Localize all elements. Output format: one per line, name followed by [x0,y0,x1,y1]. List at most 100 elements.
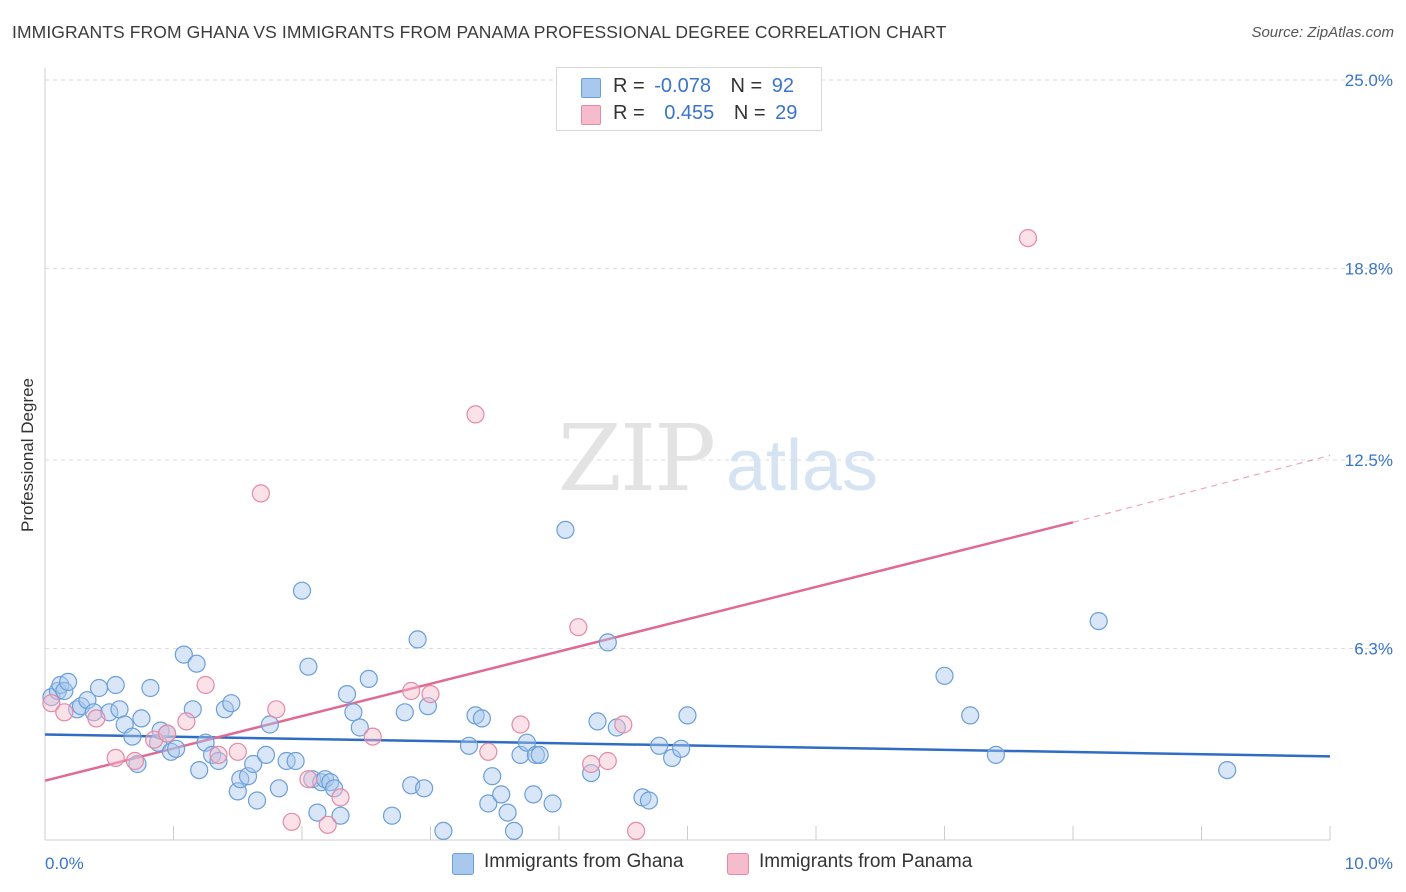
panama-point [228,742,247,761]
ghana-point [187,654,206,673]
panama-point [196,675,215,695]
ghana-point [106,675,125,695]
ghana-point [543,794,562,813]
bottom-legend-label-ghana: Immigrants from Ghana [484,851,684,872]
panama-point [363,727,382,746]
ghana-point [325,779,344,798]
legend-r-value: 0.455 [664,102,715,124]
panama-point [251,484,270,503]
axes [44,68,1331,841]
ghana-point [524,785,543,804]
ghana-point [292,581,312,600]
grid-lines [45,79,1392,649]
ghana-point [483,767,502,786]
y-tick-label: 25.0% [1345,71,1393,90]
ghana-point [479,794,498,813]
ghana-point [434,821,453,841]
source-credit: Source: ZipAtlas.com [1251,24,1394,41]
ghana-point [1218,760,1237,780]
ghana-point [498,803,517,822]
panama-point [331,788,350,807]
ghana-point [382,806,402,825]
panama-point [282,812,301,831]
ghana-point [517,733,537,752]
ghana-point [256,745,276,765]
y-tick-label: 6.3% [1354,639,1393,658]
ghana-point [337,684,357,704]
correlation-legend: R = -0.078 N = 92 R = 0.455 N = 29 [556,67,822,131]
ghana-point [247,791,267,810]
panama-point [106,748,125,768]
panama-point [466,405,485,424]
ghana-point [58,672,78,692]
chart-title: IMMIGRANTS FROM GHANA VS IMMIGRANTS FROM… [12,22,947,42]
ghana-point [359,669,378,689]
panama-point [581,754,601,774]
ghana-point [395,703,414,722]
panama-point [55,703,74,722]
ghana-point [415,779,434,798]
data-points [42,229,1237,841]
trend-lines [44,454,1331,782]
ghana-point [408,630,427,649]
ghana-point [222,694,241,713]
ghana-point [299,657,318,676]
ghana-point [556,520,575,540]
ghana-point [598,633,617,652]
panama-trend-extension [1072,454,1331,523]
panama-point [42,694,61,713]
watermark-zip: ZIP [558,405,714,512]
ghana-point [269,779,288,798]
ghana-point [650,736,669,755]
ghana-point [128,754,147,774]
panama-point [569,618,588,637]
panama-trend-line [44,521,1074,782]
panama-point [511,715,530,734]
ghana-point [588,712,607,731]
ghana-point [961,706,980,725]
ghana-point [331,806,350,825]
ghana-point [286,751,305,771]
ghana-point [526,745,546,765]
ghana-point [190,760,209,780]
ghana-point [55,681,74,701]
ghana-point [986,745,1006,765]
legend-n-label: N = [733,102,766,124]
panama-point [267,700,286,719]
y-tick-label: 12.5% [1345,451,1393,470]
legend-r-label: R = [613,75,645,97]
watermark: ZIP atlas [558,405,878,512]
ghana-point [167,739,186,758]
ghana-point [492,785,511,804]
ghana-point [504,821,524,841]
y-tick-labels: 6.3% 12.5% 18.8% 25.0% [1345,71,1393,658]
panama-point [87,709,106,728]
panama-point [614,715,633,734]
legend-r-value: -0.078 [654,75,711,97]
panama-point [318,815,337,834]
ghana-point [1089,611,1108,631]
ghana-trend-line [44,733,1331,758]
panama-point [598,751,617,771]
ghana-point [308,803,327,822]
panama-point [125,751,144,771]
legend-r-label: R = [613,102,645,124]
bottom-legend-swatch-panama [727,853,749,875]
ghana-point [209,751,228,771]
ghana-point [530,745,549,765]
legend-n-value: 92 [771,75,795,97]
panama-point [421,684,440,704]
bottom-legend-swatch-ghana [452,853,474,875]
ghana-point [174,645,193,664]
ghana-point [935,666,954,685]
y-axis-title: Professional Degree [18,377,37,533]
panama-point [1018,229,1038,248]
x-tick-labels: 0.0% 10.0% [45,854,1393,873]
ghana-point [141,678,160,698]
panama-point [177,712,196,731]
ghana-point [132,709,151,728]
watermark-atlas: atlas [726,426,878,506]
ghana-point [678,706,697,725]
legend-n-value: 29 [775,102,798,124]
panama-point [479,742,498,761]
